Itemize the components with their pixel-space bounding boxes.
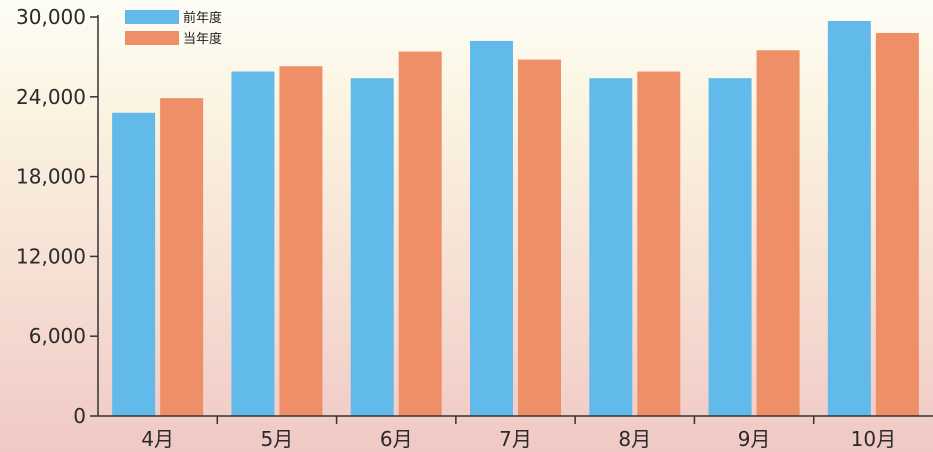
- x-tick-label: 5月: [261, 427, 294, 451]
- bar-curr-year: [875, 32, 919, 417]
- bar-curr-year: [637, 71, 681, 416]
- y-tick-label: 30,000: [16, 5, 86, 29]
- bar-curr-year: [756, 50, 800, 416]
- x-tick-label: 10月: [851, 427, 896, 451]
- bar-prev-year: [708, 78, 752, 417]
- x-tick-label: 6月: [380, 427, 413, 451]
- x-axis-ticks: 4月 5月 6月 7月 8月 9月 10月: [141, 416, 896, 451]
- bar-curr-year: [279, 66, 323, 417]
- x-tick-label: 9月: [738, 427, 771, 451]
- bar-prev-year: [589, 78, 633, 417]
- bar-curr-year: [398, 51, 442, 417]
- legend-swatch-prev-year: [125, 10, 179, 24]
- bar-curr-year: [518, 59, 561, 417]
- bar-prev-year: [231, 71, 275, 416]
- x-tick-label: 7月: [499, 427, 532, 451]
- bar-prev-year: [827, 20, 871, 417]
- bar-curr-year: [160, 98, 204, 416]
- y-tick-label: 18,000: [16, 165, 86, 189]
- y-tick-label: 12,000: [16, 244, 86, 268]
- y-tick-label: 0: [73, 404, 86, 428]
- y-axis-ticks: 0 6,000 12,000 18,000 24,000 30,000: [16, 5, 98, 428]
- legend-swatch-curr-year: [125, 31, 179, 45]
- legend: 前年度 当年度: [125, 10, 222, 47]
- y-tick-label: 24,000: [16, 85, 86, 109]
- bar-prev-year: [350, 78, 394, 417]
- axes-group: [97, 15, 933, 417]
- x-tick-label: 4月: [141, 427, 174, 451]
- y-tick-label: 6,000: [29, 324, 86, 348]
- bar-prev-year: [470, 40, 513, 416]
- bar-prev-year: [112, 112, 156, 416]
- legend-label-curr-year: 当年度: [183, 31, 222, 47]
- x-tick-label: 8月: [618, 427, 651, 451]
- legend-label-prev-year: 前年度: [183, 10, 222, 26]
- bars-group: [112, 20, 919, 417]
